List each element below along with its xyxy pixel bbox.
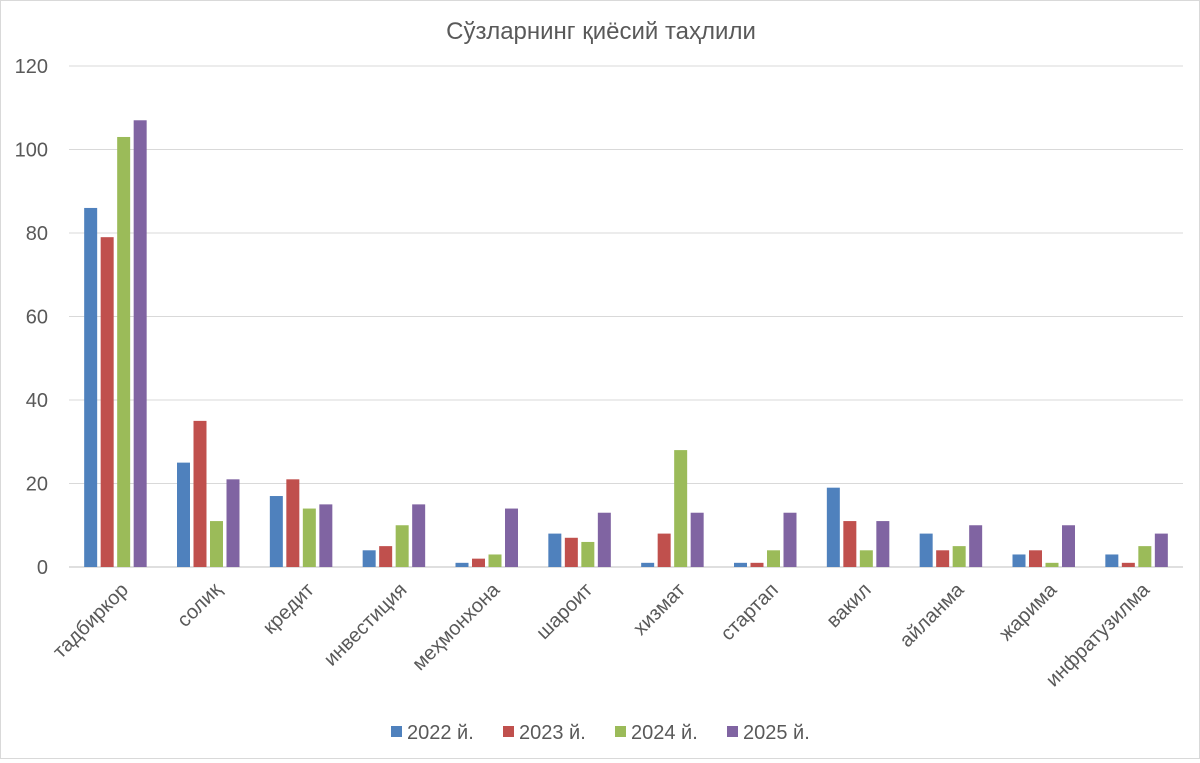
- bar: [783, 512, 797, 567]
- bar: [1012, 554, 1026, 567]
- bar: [362, 550, 376, 567]
- bar: [319, 504, 333, 567]
- bar: [100, 237, 114, 568]
- bar: [952, 546, 966, 567]
- y-axis-ticks: 0 20 40 60 80 100 120: [15, 56, 48, 579]
- gridlines: [69, 65, 1183, 568]
- x-tick-label: инвестиция: [320, 579, 412, 671]
- legend-label: 2024 й.: [631, 722, 698, 744]
- bar: [750, 562, 764, 567]
- chart-title: Сўзларнинг қиёсий таҳлили: [446, 18, 756, 45]
- legend-label: 2025 й.: [743, 722, 810, 744]
- bar: [472, 558, 485, 567]
- legend-swatch: [615, 726, 626, 737]
- bar: [1105, 554, 1119, 567]
- x-axis-ticks: тадбиркор солиқ кредит инвестициямеҳмонхона…: [49, 578, 1155, 691]
- y-tick-label: 40: [26, 390, 48, 412]
- bar: [597, 512, 611, 567]
- bar: [395, 525, 409, 567]
- x-tick-label: хизмат: [629, 579, 690, 640]
- x-tick-label: жарима: [995, 578, 1062, 645]
- x-tick-label: солиқ: [173, 579, 226, 632]
- y-tick-label: 0: [37, 557, 48, 579]
- bar: [657, 533, 671, 567]
- y-tick-label: 80: [26, 223, 48, 245]
- bar: [1062, 525, 1075, 567]
- bar: [564, 537, 578, 567]
- legend-label: 2022 й.: [407, 722, 474, 744]
- bar: [193, 420, 207, 567]
- bars: [84, 120, 1168, 568]
- bar: [1029, 550, 1042, 567]
- bar: [133, 120, 147, 568]
- y-tick-label: 20: [26, 474, 48, 496]
- bar: [84, 207, 98, 567]
- legend-swatch: [503, 726, 514, 737]
- bar: [1121, 562, 1135, 567]
- x-tick-label: вакил: [822, 579, 875, 632]
- bar: [286, 479, 300, 567]
- bar: [581, 541, 595, 567]
- bar: [412, 504, 426, 567]
- y-tick-label: 100: [15, 140, 48, 162]
- bar: [548, 533, 562, 567]
- bar: [1138, 546, 1152, 567]
- bar: [1045, 562, 1059, 567]
- bar: [117, 136, 131, 567]
- bar: [876, 521, 890, 567]
- y-tick-label: 60: [26, 307, 48, 329]
- bar: [1154, 533, 1168, 567]
- x-tick-label: шароит: [532, 579, 597, 644]
- bar: [455, 562, 469, 567]
- bar: [690, 512, 704, 567]
- x-tick-label: стартап: [717, 579, 783, 645]
- bar: [269, 496, 283, 567]
- legend-swatch: [391, 726, 402, 737]
- bar: [674, 450, 688, 567]
- bar: [505, 508, 518, 567]
- bar: [177, 462, 190, 567]
- x-tick-label: кредит: [259, 579, 319, 639]
- bar: [734, 562, 747, 567]
- bar: [826, 487, 840, 567]
- bar: [936, 550, 950, 567]
- y-tick-label: 120: [15, 56, 48, 78]
- legend: 2022 й. 2023 й. 2024 й. 2025 й.: [391, 722, 810, 744]
- bar: [969, 525, 983, 567]
- bar: [641, 562, 655, 567]
- bar: [919, 533, 933, 567]
- x-tick-label: тадбиркор: [49, 579, 133, 663]
- x-tick-label: меҳмонхона: [408, 578, 505, 675]
- legend-label: 2023 й.: [519, 722, 586, 744]
- bar: [210, 521, 223, 567]
- legend-swatch: [727, 726, 738, 737]
- bar: [767, 550, 780, 567]
- bar: [226, 479, 240, 567]
- bar: [843, 521, 857, 567]
- bar: [859, 550, 873, 567]
- bar: [379, 546, 393, 567]
- bar: [302, 508, 316, 567]
- x-tick-label: айланма: [896, 578, 969, 651]
- bar: [488, 554, 502, 567]
